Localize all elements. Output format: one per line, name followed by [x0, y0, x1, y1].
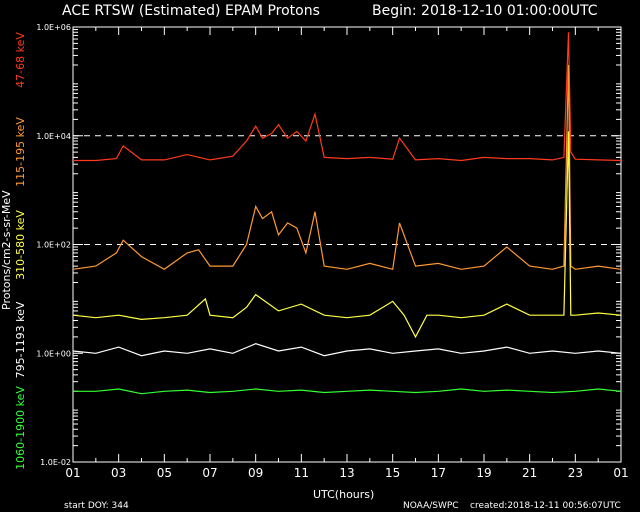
x-tick-label: 01 [613, 466, 628, 480]
legend-label-2: 310-580 keV [14, 210, 27, 280]
series-line-4 [73, 388, 622, 395]
series-line-0 [73, 32, 622, 162]
x-tick-label: 11 [294, 466, 309, 480]
series-line-3 [72, 343, 622, 357]
x-tick-label: 15 [385, 466, 400, 480]
created-timestamp: created:2018-12-11 00:56:07UTC [470, 501, 621, 511]
legend-label-4: 1060-1900 keV [14, 386, 27, 470]
series-line-1 [72, 64, 622, 271]
y-tick-label: 1.0E+06 [36, 23, 71, 32]
credit: NOAA/SWPC [403, 501, 459, 511]
legend-label-3: 795-1193 keV [14, 301, 27, 378]
legend-label-0: 47-68 keV [14, 32, 27, 88]
chart-title: ACE RTSW (Estimated) EPAM Protons [62, 3, 320, 19]
y-tick-label: 1.0E+04 [36, 132, 71, 141]
start-doy: start DOY: 344 [64, 501, 129, 511]
x-tick-label: 19 [476, 466, 491, 480]
x-tick-label: 13 [339, 466, 354, 480]
y-tick-label: 1.0E+02 [36, 241, 71, 250]
legend-label-1: 115-195 keV [14, 117, 27, 187]
y-tick-label: 1.0E+00 [36, 349, 71, 358]
x-tick-label: 17 [431, 466, 446, 480]
x-tick-label: 21 [522, 466, 537, 480]
y-axis-label: Protons/cm2-s-sr-MeV [0, 190, 13, 310]
x-tick-label: 05 [157, 466, 172, 480]
x-tick-label: 23 [568, 466, 583, 480]
x-tick-label: 03 [111, 466, 126, 480]
x-tick-label: 07 [202, 466, 217, 480]
x-tick-label: 01 [65, 466, 80, 480]
x-tick-label: 09 [248, 466, 263, 480]
y-tick-label: 1.0E-02 [40, 458, 71, 467]
x-axis-label: UTC(hours) [313, 488, 374, 501]
series-line-2 [72, 131, 622, 339]
begin-label: Begin: 2018-12-10 01:00:00UTC [372, 3, 598, 19]
